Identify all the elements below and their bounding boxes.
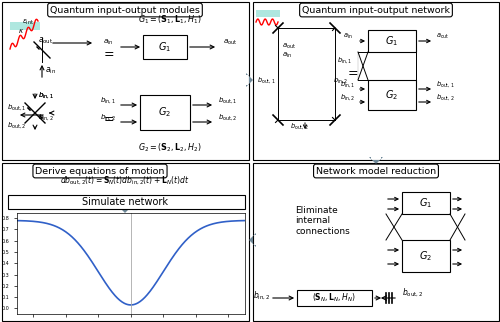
Polygon shape	[256, 10, 280, 17]
Text: $G_1$: $G_1$	[420, 196, 432, 210]
FancyBboxPatch shape	[2, 163, 249, 321]
FancyBboxPatch shape	[368, 30, 416, 52]
Text: Eliminate
internal
connections: Eliminate internal connections	[295, 206, 350, 236]
Text: $b_{\mathrm{in},2}$: $b_{\mathrm{in},2}$	[340, 92, 355, 102]
Text: Derive equations of motion: Derive equations of motion	[36, 166, 164, 175]
Text: $b_{\mathrm{out},1}$: $b_{\mathrm{out},1}$	[436, 80, 454, 90]
FancyBboxPatch shape	[253, 163, 499, 321]
Text: $b_{\mathrm{out},2}$: $b_{\mathrm{out},2}$	[402, 287, 423, 299]
Text: $db_{\mathrm{out},2}(t) = \mathbf{S}_N(t)db_{\mathrm{in},2}(t) + \mathbf{L}_N(t): $db_{\mathrm{out},2}(t) = \mathbf{S}_N(t…	[60, 175, 190, 187]
FancyBboxPatch shape	[2, 2, 249, 160]
Text: $b_{\mathrm{out},1}$: $b_{\mathrm{out},1}$	[218, 95, 238, 105]
Text: $G_1$: $G_1$	[158, 40, 172, 54]
Text: $G_2$: $G_2$	[420, 249, 432, 263]
FancyBboxPatch shape	[368, 80, 416, 110]
Text: $b_{\mathrm{in},1}$: $b_{\mathrm{in},1}$	[337, 55, 352, 65]
Text: $b_{\mathrm{in},1}$: $b_{\mathrm{in},1}$	[38, 90, 54, 100]
Text: $=$: $=$	[101, 46, 115, 60]
Polygon shape	[369, 157, 383, 164]
Polygon shape	[249, 233, 256, 247]
Text: $a_{\mathrm{in}}$: $a_{\mathrm{in}}$	[343, 32, 353, 41]
Polygon shape	[10, 22, 40, 30]
Text: $a_{\mathrm{out}}$: $a_{\mathrm{out}}$	[223, 38, 238, 47]
Text: $G_2$: $G_2$	[158, 106, 172, 119]
Text: $G_1 = (\mathbf{S}_1, \mathbf{L}_1, H_1)$: $G_1 = (\mathbf{S}_1, \mathbf{L}_1, H_1)…	[138, 13, 202, 25]
Text: Quantum input-output modules: Quantum input-output modules	[50, 5, 200, 14]
Text: $G_2$: $G_2$	[386, 88, 398, 102]
FancyBboxPatch shape	[8, 195, 245, 209]
Text: $b_{\mathrm{out},2}$: $b_{\mathrm{out},2}$	[290, 121, 308, 131]
Text: $G_2 = (\mathbf{S}_2, \mathbf{L}_2, H_2)$: $G_2 = (\mathbf{S}_2, \mathbf{L}_2, H_2)…	[138, 141, 202, 154]
Text: $\epsilon_{\mathrm{int}}$: $\epsilon_{\mathrm{int}}$	[22, 18, 34, 27]
Text: $b_{\mathrm{in},1}$: $b_{\mathrm{in},1}$	[100, 95, 116, 105]
FancyBboxPatch shape	[297, 290, 372, 306]
Text: $=$: $=$	[101, 111, 115, 125]
FancyBboxPatch shape	[402, 192, 450, 214]
FancyBboxPatch shape	[140, 95, 190, 130]
Text: $a_{\mathrm{in}}$: $a_{\mathrm{in}}$	[282, 51, 292, 60]
Text: $b_{\mathrm{in},2}$: $b_{\mathrm{in},2}$	[333, 75, 348, 85]
FancyBboxPatch shape	[253, 2, 499, 160]
Text: $b_{\mathrm{in},2}$: $b_{\mathrm{in},2}$	[38, 112, 54, 122]
Text: $b_{\mathrm{out},1}$: $b_{\mathrm{out},1}$	[7, 102, 26, 112]
Polygon shape	[118, 206, 132, 213]
Text: $(\mathbf{S}_N, \mathbf{L}_N, H_N)$: $(\mathbf{S}_N, \mathbf{L}_N, H_N)$	[312, 292, 356, 304]
Text: Quantum input-output network: Quantum input-output network	[302, 5, 450, 14]
Text: $b_{\mathrm{out},2}$: $b_{\mathrm{out},2}$	[436, 92, 454, 102]
FancyBboxPatch shape	[402, 240, 450, 272]
Text: $b_{\mathrm{in},2}$: $b_{\mathrm{in},2}$	[100, 112, 116, 122]
Text: $b_{\mathrm{in},1}$: $b_{\mathrm{in},1}$	[38, 90, 54, 100]
Text: Simulate network: Simulate network	[82, 197, 168, 207]
Text: $a_{\mathrm{out}}$: $a_{\mathrm{out}}$	[38, 35, 54, 45]
Text: $b_{\mathrm{out},2}$: $b_{\mathrm{out},2}$	[218, 112, 238, 122]
Text: $=$: $=$	[345, 65, 359, 79]
Text: $b_{\mathrm{in},1}$: $b_{\mathrm{in},1}$	[340, 80, 355, 90]
Text: $b_{\mathrm{out},2}$: $b_{\mathrm{out},2}$	[7, 120, 26, 130]
Polygon shape	[246, 73, 253, 87]
Text: $b_{\mathrm{in},2}$: $b_{\mathrm{in},2}$	[254, 289, 270, 302]
Text: $G_1$: $G_1$	[386, 34, 398, 48]
Text: $\kappa$: $\kappa$	[18, 27, 24, 35]
Text: Network model reduction: Network model reduction	[316, 166, 436, 175]
Text: $a_{\mathrm{out}}$: $a_{\mathrm{out}}$	[436, 32, 450, 41]
Text: $b_{\mathrm{out},1}$: $b_{\mathrm{out},1}$	[258, 75, 276, 85]
FancyBboxPatch shape	[143, 35, 187, 59]
Text: $a_{\mathrm{in}}$: $a_{\mathrm{in}}$	[102, 38, 114, 47]
Text: $a_{\mathrm{in}}$: $a_{\mathrm{in}}$	[45, 65, 56, 75]
Text: $a_{\mathrm{out}}$: $a_{\mathrm{out}}$	[282, 42, 296, 51]
